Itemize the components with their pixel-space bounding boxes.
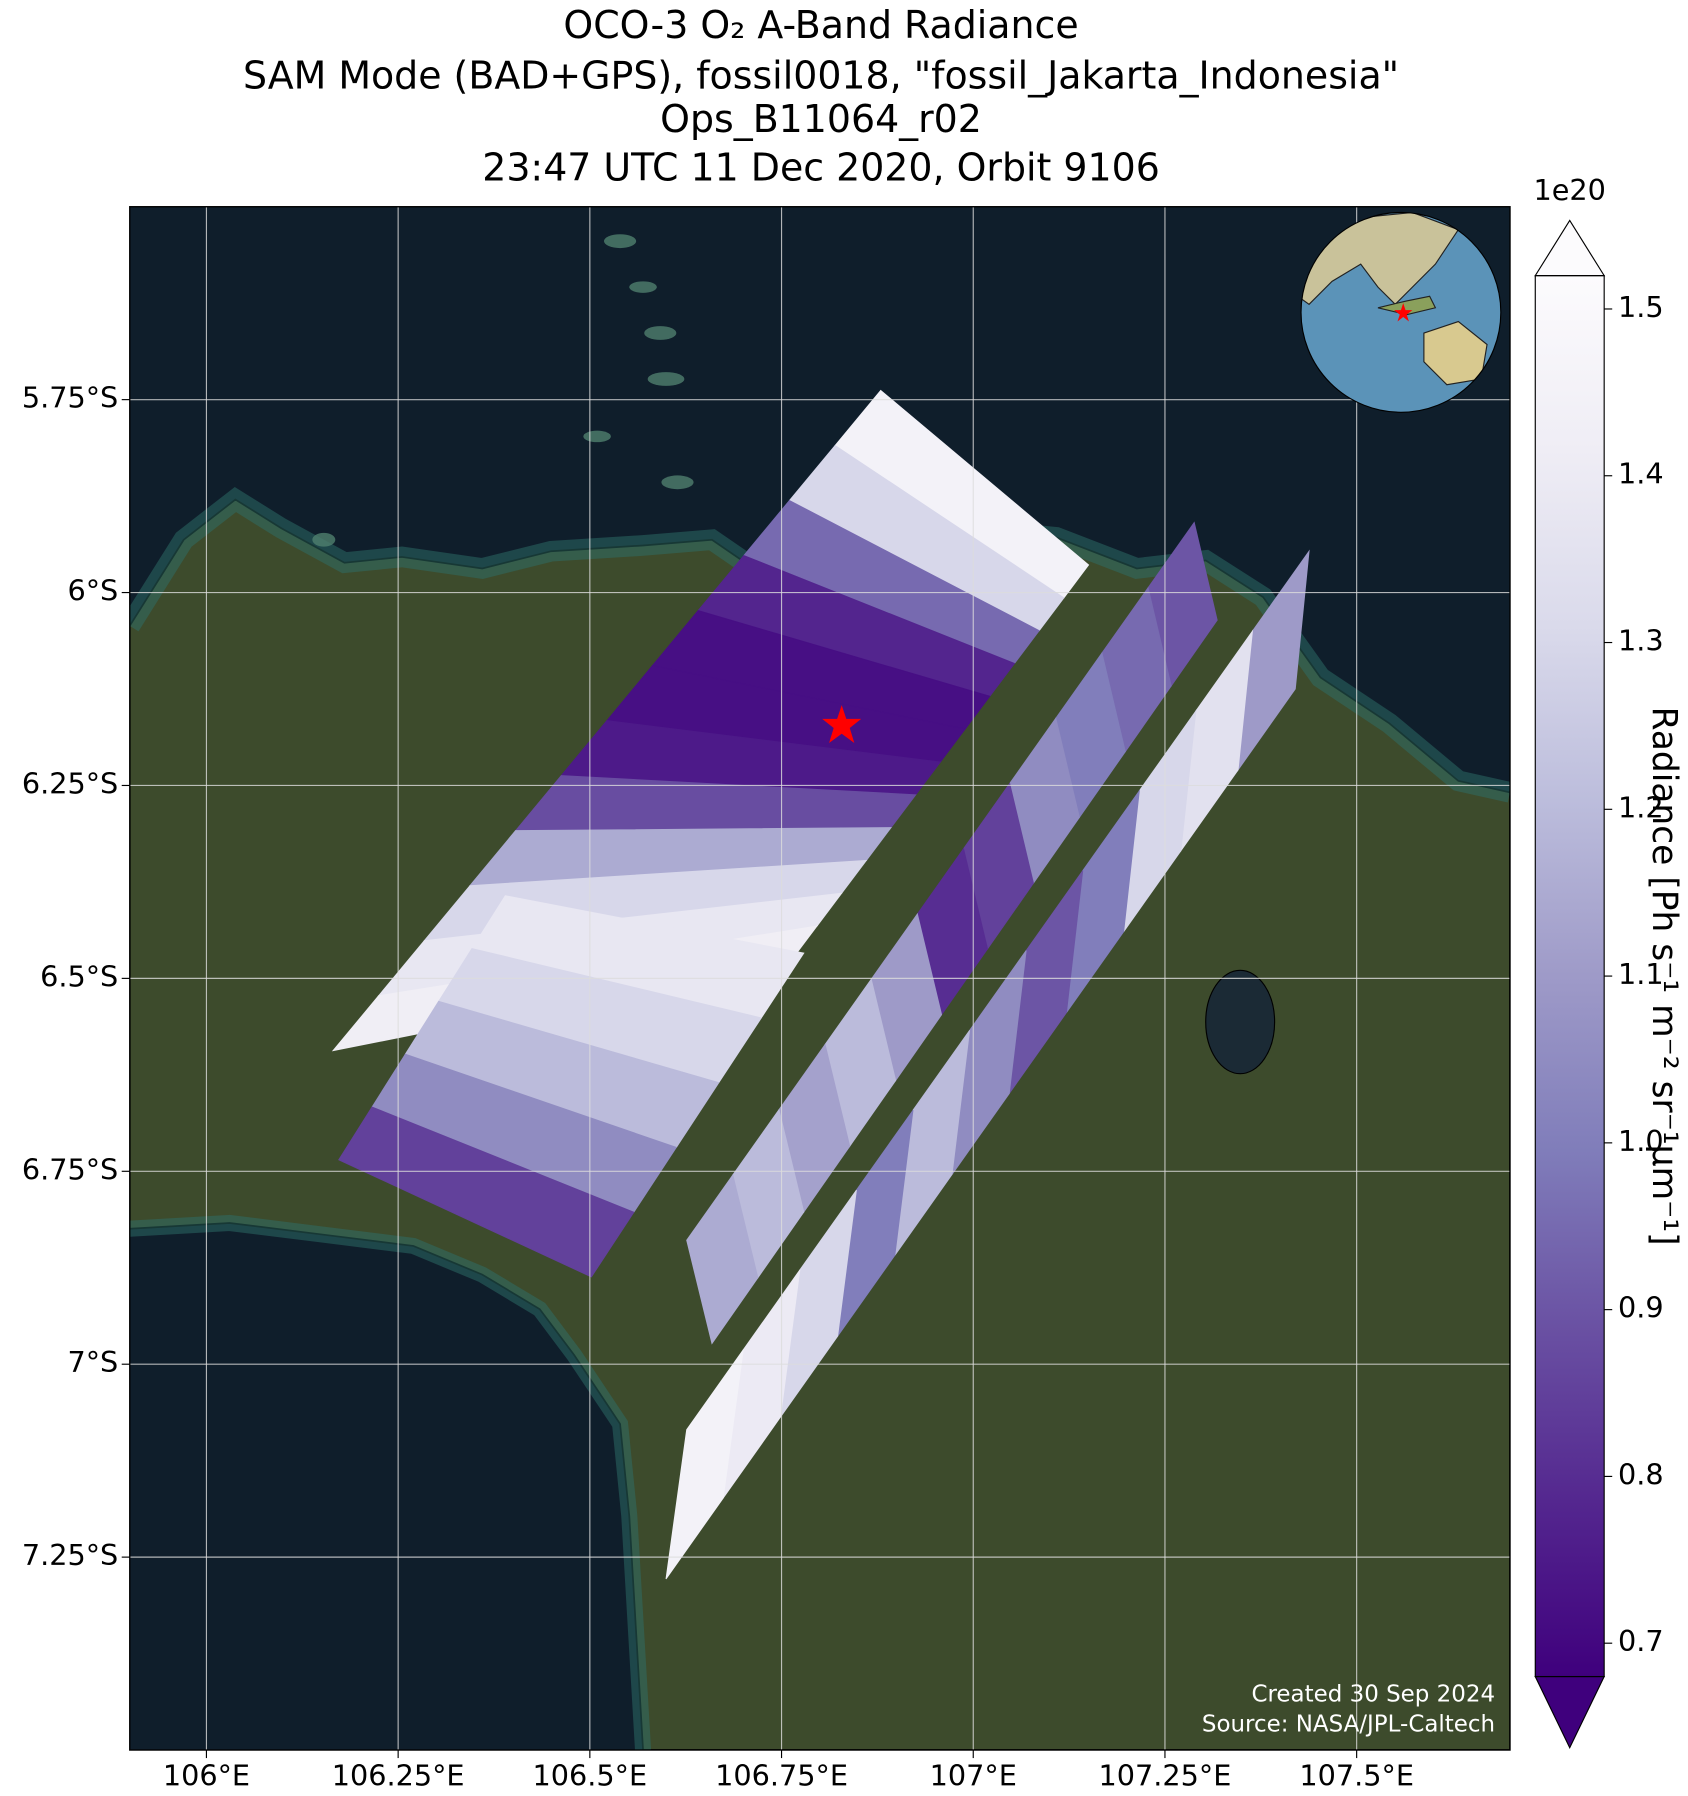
y-tick-label: 5.75°S bbox=[22, 381, 118, 415]
y-tick-label: 6°S bbox=[67, 574, 118, 608]
reservoir bbox=[1205, 969, 1276, 1075]
colorbar-tick-label: 1.3 bbox=[1618, 624, 1664, 658]
title-line: OCO-3 O₂ A-Band Radiance bbox=[563, 3, 1078, 47]
globe-outline bbox=[1300, 211, 1502, 413]
title-line: 23:47 UTC 11 Dec 2020, Orbit 9106 bbox=[482, 145, 1160, 189]
islands bbox=[312, 234, 694, 547]
y-tick-label: 6.5°S bbox=[40, 959, 118, 993]
colorbar-tick-label: 1.5 bbox=[1618, 290, 1664, 324]
inset-globe bbox=[1301, 212, 1501, 413]
colorbar-extend-max bbox=[1534, 219, 1606, 277]
x-tick-label: 106°E bbox=[163, 1759, 250, 1793]
swath-segment bbox=[665, 1349, 744, 1580]
swath-segment bbox=[686, 1173, 759, 1345]
x-tick-label: 107.25°E bbox=[1099, 1759, 1232, 1793]
swath-segment bbox=[338, 1106, 635, 1278]
colorbar-extend-min bbox=[1534, 1675, 1606, 1750]
colorbar-tick-label: 1.1 bbox=[1618, 957, 1664, 991]
y-tick-label: 7.25°S bbox=[22, 1538, 118, 1572]
map-frame bbox=[129, 206, 1511, 1751]
colorbar-offset: 1e20 bbox=[1534, 173, 1606, 207]
y-tick-label: 7°S bbox=[67, 1345, 118, 1379]
x-tick-label: 107.5°E bbox=[1299, 1759, 1414, 1793]
title-line: Ops_B11064_r02 bbox=[660, 97, 982, 141]
y-tick-label: 6.25°S bbox=[22, 766, 118, 800]
x-tick-label: 106.25°E bbox=[332, 1759, 465, 1793]
credit: Created 30 Sep 2024 bbox=[1251, 1681, 1495, 1707]
colorbar-tick-label: 1.4 bbox=[1618, 457, 1664, 491]
colorbar-tick-label: 1.0 bbox=[1618, 1124, 1664, 1158]
colorbar-tick-label: 0.9 bbox=[1618, 1291, 1664, 1325]
shallow-water bbox=[129, 1214, 652, 1751]
credit: Source: NASA/JPL-Caltech bbox=[1202, 1711, 1495, 1737]
x-tick-label: 106.5°E bbox=[533, 1759, 648, 1793]
colorbar-tick-label: 0.8 bbox=[1618, 1457, 1664, 1491]
x-tick-label: 106.75°E bbox=[715, 1759, 848, 1793]
y-tick-label: 6.75°S bbox=[22, 1152, 118, 1186]
target-star bbox=[822, 705, 862, 743]
map bbox=[129, 206, 1511, 1751]
colorbar bbox=[1535, 275, 1605, 1677]
colorbar-tick-label: 0.7 bbox=[1618, 1624, 1664, 1658]
colorbar-label: Radiance [Ph s⁻¹ m⁻² sr⁻¹μm⁻¹] bbox=[1644, 707, 1684, 1246]
title-line: SAM Mode (BAD+GPS), fossil0018, "fossil_… bbox=[243, 54, 1399, 98]
x-tick-label: 107°E bbox=[930, 1759, 1017, 1793]
colorbar-tick-label: 1.2 bbox=[1618, 790, 1664, 824]
